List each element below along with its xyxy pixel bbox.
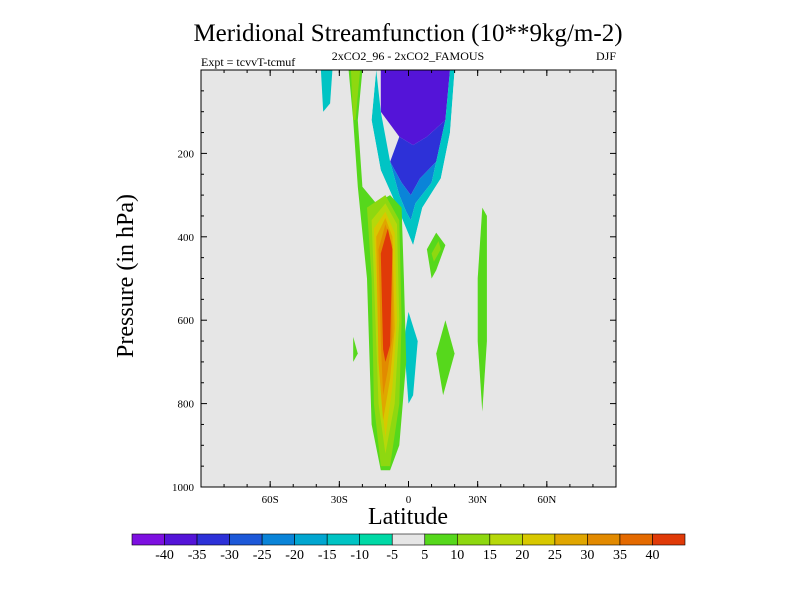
colorbar-label: 10 [450,548,464,563]
y-axis-label: Pressure (in hPa) [113,194,139,358]
y-tick-label: 400 [178,232,195,244]
colorbar-swatch [424,533,458,546]
x-tick-label: 60S [262,494,279,506]
colorbar-swatch [294,533,328,546]
axes: 60S 30S 0 30N 60N 200 400 600 800 1000 [172,69,617,506]
colorbar-swatch [164,533,198,546]
colorbar-label: -10 [350,548,369,563]
y-tick-label: 600 [178,315,195,327]
colorbar-swatch [619,533,653,546]
contour-region [371,70,455,246]
contour-region [436,320,455,396]
colorbar-label: 25 [548,548,562,563]
contour-region [380,70,450,146]
x-tick-label: 60N [537,494,556,506]
colorbar-label: -25 [253,548,272,563]
y-tick-label: 200 [178,148,195,160]
contour-region [403,311,418,404]
contour-region [380,228,393,362]
right-subtitle: DJF [596,49,616,63]
contour-region [390,161,437,221]
colorbar-swatch [554,533,588,546]
colorbar-label: 35 [613,548,627,563]
contour-region [390,120,446,196]
colorbar-swatch [391,533,426,546]
contour-region [350,70,361,120]
x-tick-label: 0 [406,494,412,506]
colorbar-swatch [652,533,686,546]
colorbar-swatch [196,533,230,546]
colorbar-label: 20 [515,548,529,563]
colorbar-swatch [229,533,263,546]
colorbar-label: -30 [220,548,239,563]
x-tick-label: 30S [331,494,348,506]
contour-region [307,70,340,175]
colorbar-swatch [522,533,556,546]
colorbar-swatch [131,533,165,546]
colorbar-label: 30 [580,548,594,563]
contour-region [353,336,358,362]
colorbar: -40 -35 -30 -25 -20 -15 -10 -5 5 10 15 20 25 30 35 40 [131,533,686,563]
contour-region [477,207,487,412]
colorbar-swatch [489,533,523,546]
contour-region [320,70,333,112]
contour-region [431,241,441,262]
colorbar-label: -40 [155,548,174,563]
x-axis-label: Latitude [368,504,448,530]
colorbar-swatch [359,533,393,546]
chart-title: Meridional Streamfunction (10**9kg/m-2) [193,20,622,47]
colorbar-label: -15 [318,548,337,563]
colorbar-label: -20 [285,548,304,563]
x-tick-label: 30N [468,494,487,506]
colorbar-swatch [456,533,491,546]
colorbar-label: 40 [645,548,659,563]
colorbar-swatch [261,533,295,546]
colorbar-label: -35 [188,548,207,563]
plot-area [201,70,616,487]
colorbar-label: 15 [483,548,497,563]
colorbar-label: 5 [421,548,428,563]
y-tick-label: 800 [178,399,195,411]
colorbar-swatch [587,533,621,546]
colorbar-swatch [326,533,361,546]
colorbar-label: -5 [386,548,398,563]
center-subtitle: 2xCO2_96 - 2xCO2_FAMOUS [332,49,484,63]
left-subtitle: Expt = tcvvT-tcmuf [201,55,295,69]
y-tick-label: 1000 [172,482,195,494]
